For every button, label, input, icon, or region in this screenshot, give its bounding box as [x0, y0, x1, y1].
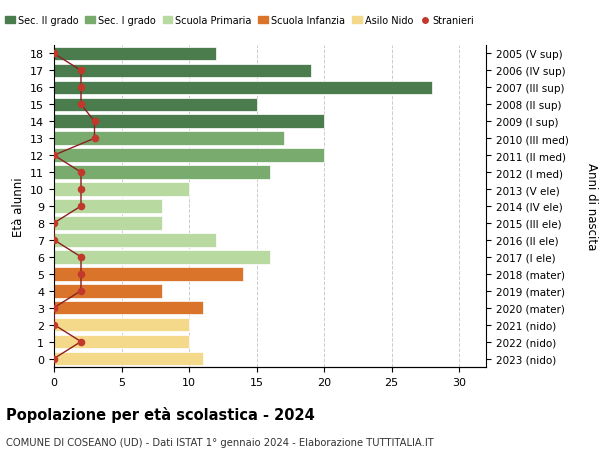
- Bar: [54, 65, 311, 78]
- Point: [76, 169, 86, 176]
- Point: [49, 304, 59, 312]
- Bar: [54, 149, 324, 162]
- Y-axis label: Anni di nascita: Anni di nascita: [585, 163, 598, 250]
- Legend: Sec. II grado, Sec. I grado, Scuola Primaria, Scuola Infanzia, Asilo Nido, Stran: Sec. II grado, Sec. I grado, Scuola Prim…: [2, 12, 478, 30]
- Point: [76, 270, 86, 278]
- Bar: [54, 48, 216, 61]
- Point: [49, 237, 59, 244]
- Bar: [54, 115, 324, 129]
- Point: [49, 355, 59, 363]
- Bar: [54, 183, 189, 196]
- Point: [49, 321, 59, 329]
- Bar: [54, 335, 189, 348]
- Text: COMUNE DI COSEANO (UD) - Dati ISTAT 1° gennaio 2024 - Elaborazione TUTTITALIA.IT: COMUNE DI COSEANO (UD) - Dati ISTAT 1° g…: [6, 437, 434, 447]
- Bar: [54, 301, 203, 315]
- Bar: [54, 251, 270, 264]
- Point: [76, 84, 86, 92]
- Point: [76, 338, 86, 346]
- Bar: [54, 166, 270, 179]
- Bar: [54, 268, 243, 281]
- Point: [76, 186, 86, 193]
- Point: [76, 67, 86, 75]
- Bar: [54, 234, 216, 247]
- Bar: [54, 352, 203, 365]
- Point: [90, 118, 100, 126]
- Bar: [54, 81, 432, 95]
- Bar: [54, 132, 284, 146]
- Point: [49, 152, 59, 159]
- Point: [49, 220, 59, 227]
- Point: [76, 101, 86, 109]
- Point: [76, 254, 86, 261]
- Bar: [54, 217, 162, 230]
- Point: [76, 203, 86, 210]
- Bar: [54, 318, 189, 332]
- Bar: [54, 98, 257, 112]
- Y-axis label: Età alunni: Età alunni: [11, 177, 25, 236]
- Bar: [54, 200, 162, 213]
- Text: Popolazione per età scolastica - 2024: Popolazione per età scolastica - 2024: [6, 406, 315, 422]
- Point: [90, 135, 100, 143]
- Point: [49, 50, 59, 58]
- Point: [76, 287, 86, 295]
- Bar: [54, 284, 162, 298]
